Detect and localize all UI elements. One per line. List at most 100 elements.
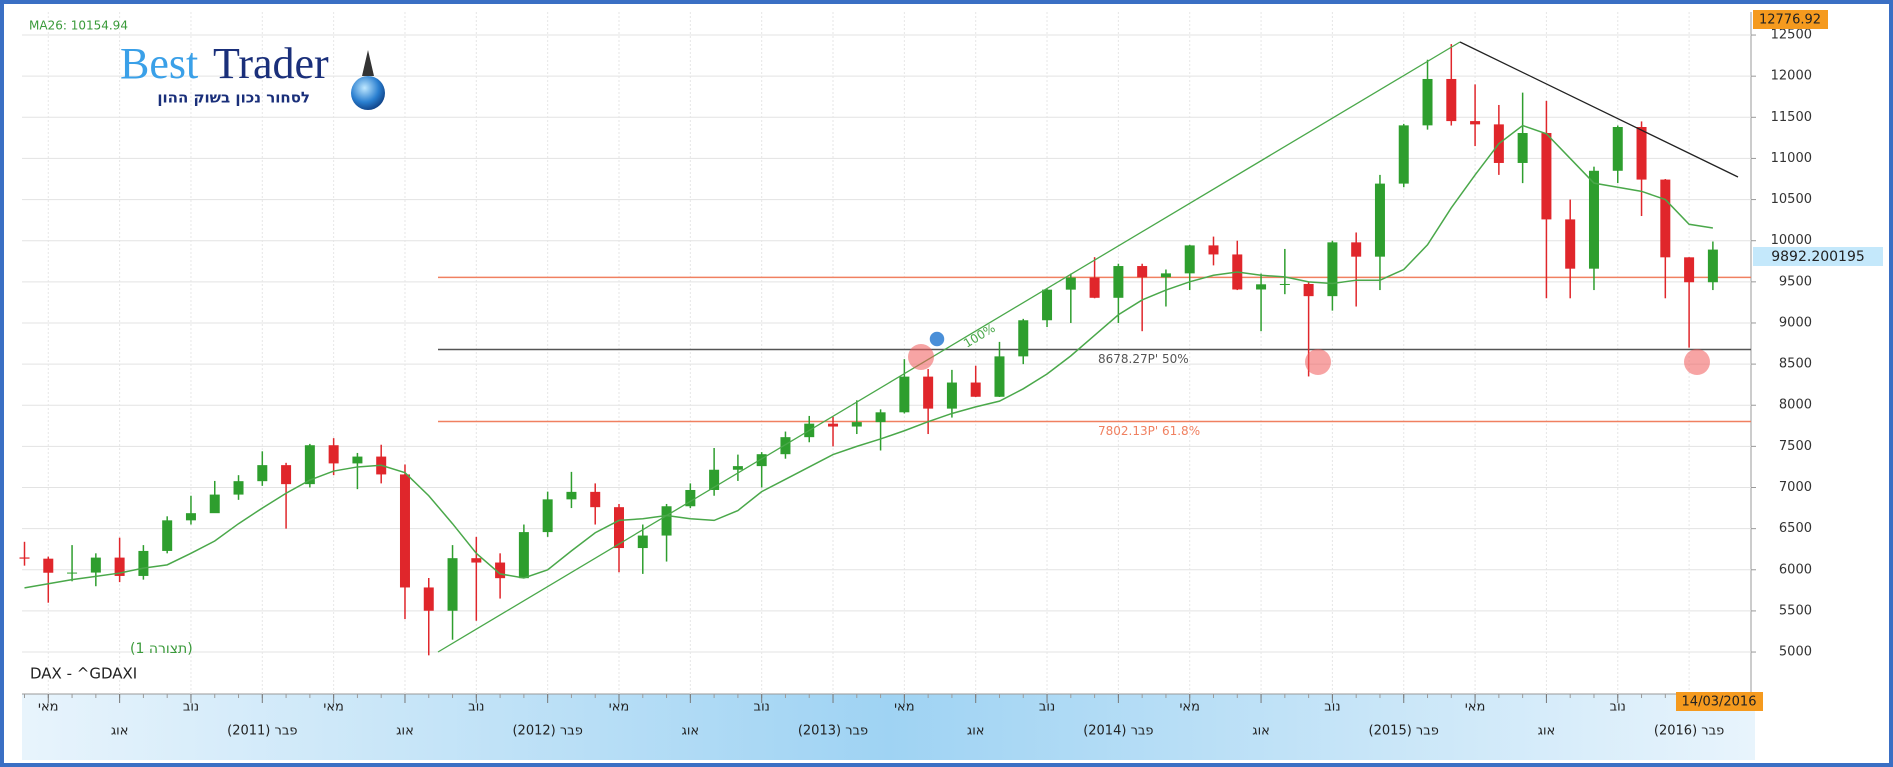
y-tick-label: 6000 [1779,562,1812,577]
y-tick-label: 5000 [1779,645,1812,660]
candle-body [1137,266,1148,278]
candle-body [1256,284,1267,290]
y-tick-label: 10000 [1771,233,1812,248]
fib-label: 7802.13P' 61.8% [1098,424,1200,438]
y-tick-label: 9500 [1779,274,1812,289]
candle-body [43,558,54,573]
x-tick-label: פבר (2014) [1083,724,1153,739]
x-tick-label: אוג [396,724,414,739]
logo-best: Best [120,39,198,88]
candle-body [1374,183,1385,257]
candle-body [1303,283,1314,297]
candle-body [946,382,957,409]
last-price-label: 9892.200195 [1771,249,1865,265]
plot-area: 5000 5500 6000 6500 7000 7500 8000 8500 9000 9500… [19,12,1812,739]
candle-body [138,550,149,576]
y-tick-label: 9000 [1779,315,1812,330]
candle-body [899,376,910,413]
candle-body [828,423,839,427]
candle-body [67,572,78,574]
symbol-label: DAX - ^GDAXI [30,665,137,683]
candle-body [1541,133,1552,220]
y-tick-label: 8000 [1779,398,1812,413]
last-price-box [1753,247,1883,266]
candle-body [495,562,506,579]
candle-body [1351,242,1362,257]
x-tick-label: פבר (2016) [1654,724,1724,739]
candle-body [1446,78,1457,122]
candle-body [399,474,410,588]
x-tick-label: מאי [38,700,58,715]
candle-body [542,499,553,533]
date-label: 14/03/2016 [1682,695,1757,710]
candle-body [1684,257,1695,283]
x-tick-label: נוב [183,700,199,715]
candle-body [1565,219,1576,269]
x-tick-label: מאי [609,700,629,715]
candle-body [661,506,672,536]
candle-body [875,412,886,423]
x-tick-label: נוב [468,700,484,715]
max-label: 12776.92 [1759,13,1821,28]
candle-body [352,456,363,464]
layout-label: (תצורה 1) [130,641,193,657]
candle-body [1184,245,1195,274]
candle-body [1612,127,1623,171]
x-axis-band [22,694,1755,760]
candle-body [994,356,1005,397]
candle-body [19,557,30,559]
candle-body [471,558,482,563]
x-tick-label: אוג [682,724,700,739]
x-tick-label: אוג [1252,724,1270,739]
candle-body [162,520,173,551]
candle-body [1113,266,1124,298]
info-icon[interactable] [928,330,946,348]
highlight-circle [1305,349,1331,375]
y-tick-label: 11500 [1771,110,1812,125]
candle-body [209,494,220,514]
candle-body [257,465,268,482]
logo-globe [351,76,385,110]
candle-body [614,507,624,549]
highlight-circle [1684,349,1710,375]
candle-body [685,489,696,507]
candle-body [970,382,981,397]
candle-body [304,445,315,485]
candle-body [1660,179,1671,258]
candle-body [1160,273,1171,278]
candle-body [1279,283,1290,285]
candle-body [233,481,244,495]
candle-body [1398,125,1409,184]
candle-body [1208,245,1219,255]
fib-label: 8678.27P' 50% [1098,352,1189,366]
candle-body [1018,320,1029,357]
x-tick-label: אוג [967,724,985,739]
trend-line-up [437,41,1461,653]
x-tick-label: אוג [111,724,129,739]
ma-label: MA26: 10154.94 [29,19,128,33]
y-tick-label: 11000 [1771,151,1812,166]
x-tick-label: מאי [1465,700,1485,715]
y-tick-label: 5500 [1779,603,1812,618]
x-tick-label: נוב [1039,700,1055,715]
candle-body [518,532,529,579]
candle-body [1042,289,1053,321]
candle-body [114,557,125,576]
candle-body [756,454,767,467]
candle-body [780,437,791,455]
candle-body [423,587,434,611]
candle-body [185,513,196,521]
candle-body [1470,121,1481,125]
highlight-circle [908,344,934,370]
logo-figure [362,50,374,76]
y-tick-label: 6500 [1779,521,1812,536]
x-tick-label: מאי [323,700,343,715]
y-tick-label: 12000 [1771,69,1812,84]
trend-line-down [1459,41,1739,178]
candle-body [590,491,601,508]
y-tick-label: 7000 [1779,480,1812,495]
y-tick-label: 10500 [1771,192,1812,207]
candle-body [1422,78,1433,126]
